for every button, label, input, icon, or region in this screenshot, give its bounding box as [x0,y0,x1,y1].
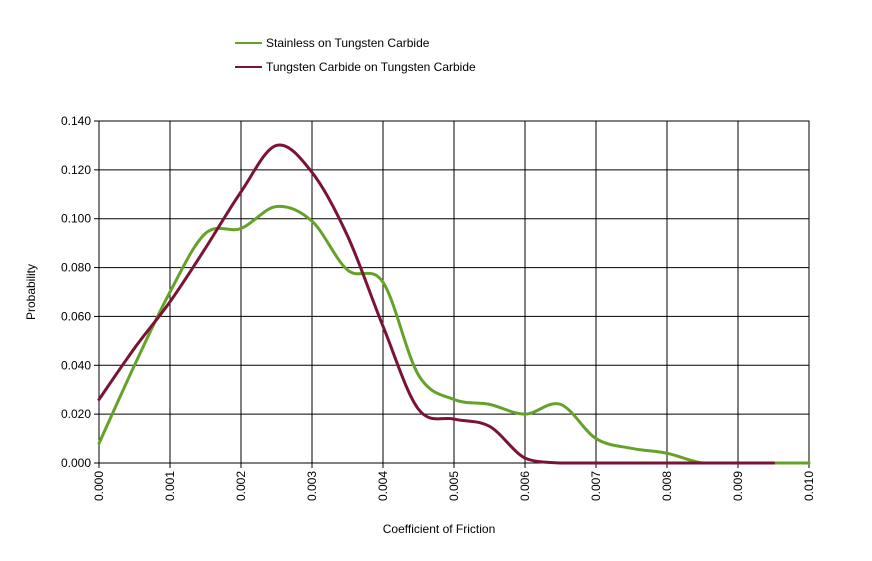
x-axis-title: Coefficient of Friction [383,522,496,536]
y-tick-label: 0.140 [61,114,91,128]
series-line-tungsten [97,143,775,465]
grid [98,120,810,464]
x-tick-label: 0.008 [660,471,674,501]
legend: Stainless on Tungsten Carbide Tungsten C… [235,36,476,74]
x-tick-label: 0.001 [163,471,177,501]
legend-label-tungsten: Tungsten Carbide on Tungsten Carbide [266,60,476,74]
x-axis-ticks: 0.000 0.001 0.002 0.003 0.004 0.005 0.006 0.007… [92,463,816,501]
x-tick-label: 0.005 [447,471,461,501]
y-tick-label: 0.100 [61,212,91,226]
x-tick-label: 0.000 [92,471,106,501]
legend-entry-tungsten: Tungsten Carbide on Tungsten Carbide [235,60,476,74]
series-line-stainless [97,204,811,465]
legend-entry-stainless: Stainless on Tungsten Carbide [235,36,430,50]
x-tick-label: 0.006 [518,471,532,501]
x-tick-label: 0.010 [802,471,816,501]
y-tick-label: 0.000 [61,456,91,470]
y-tick-label: 0.060 [61,309,91,323]
legend-label-stainless: Stainless on Tungsten Carbide [266,36,430,50]
y-tick-label: 0.120 [61,163,91,177]
y-tick-label: 0.080 [61,261,91,275]
x-tick-label: 0.004 [376,471,390,501]
x-tick-label: 0.003 [305,471,319,501]
x-tick-label: 0.009 [731,471,745,501]
y-axis-ticks: 0.000 0.020 0.040 0.060 0.080 0.100 0.120 0.140 [61,114,99,470]
y-tick-label: 0.040 [61,358,91,372]
x-tick-label: 0.007 [589,471,603,501]
y-axis-title: Probability [24,264,38,320]
y-tick-label: 0.020 [61,407,91,421]
x-tick-label: 0.002 [234,471,248,501]
series-lines [97,143,811,465]
